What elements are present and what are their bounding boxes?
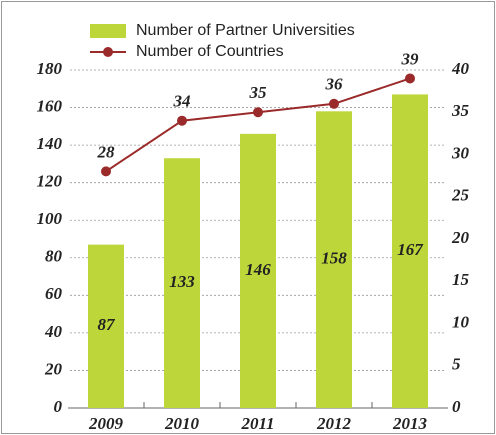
point bbox=[253, 107, 263, 118]
point-label: 36 bbox=[325, 75, 344, 94]
point-label: 34 bbox=[173, 92, 191, 111]
legend-swatch bbox=[90, 24, 126, 38]
y-tick-label: 20 bbox=[44, 359, 63, 378]
y2-tick-label: 25 bbox=[451, 186, 470, 205]
y-tick-label: 40 bbox=[44, 322, 63, 341]
legend-label: Number of Countries bbox=[136, 43, 284, 60]
legend-swatch bbox=[103, 47, 113, 57]
point-label: 28 bbox=[97, 142, 116, 161]
y-tick-label: 140 bbox=[37, 134, 63, 153]
x-tick-label: 2013 bbox=[392, 414, 428, 433]
bar bbox=[164, 158, 200, 408]
y2-tick-label: 5 bbox=[452, 355, 461, 374]
point bbox=[177, 115, 187, 126]
y2-tick-label: 35 bbox=[451, 101, 470, 120]
x-tick-label: 2011 bbox=[240, 414, 274, 433]
y-tick-label: 160 bbox=[37, 96, 63, 115]
point-label: 35 bbox=[249, 83, 268, 102]
x-tick-label: 2012 bbox=[316, 414, 352, 433]
y2-tick-label: 20 bbox=[451, 228, 470, 247]
point bbox=[329, 98, 339, 109]
y-tick-label: 60 bbox=[45, 284, 63, 303]
y-tick-label: 120 bbox=[37, 172, 63, 191]
bar-label: 146 bbox=[245, 260, 271, 279]
point bbox=[405, 73, 415, 84]
bar-label: 133 bbox=[169, 272, 195, 291]
y2-tick-label: 0 bbox=[452, 397, 461, 416]
bar-label: 167 bbox=[397, 240, 424, 259]
bar bbox=[316, 111, 352, 409]
bar bbox=[240, 133, 276, 408]
bar bbox=[88, 244, 124, 408]
y-tick-label: 180 bbox=[37, 59, 63, 78]
y2-tick-label: 40 bbox=[451, 59, 470, 78]
y2-tick-label: 10 bbox=[452, 312, 470, 331]
point bbox=[101, 166, 111, 177]
y2-tick-label: 30 bbox=[451, 143, 470, 162]
bar-label: 158 bbox=[321, 249, 347, 268]
y-tick-label: 0 bbox=[54, 397, 63, 416]
y2-tick-label: 15 bbox=[452, 270, 470, 289]
y-tick-label: 80 bbox=[45, 247, 63, 266]
point-label: 39 bbox=[401, 49, 420, 68]
y-tick-label: 100 bbox=[37, 209, 63, 228]
bar bbox=[392, 94, 428, 409]
bar-label: 87 bbox=[98, 315, 117, 334]
x-tick-label: 2010 bbox=[164, 414, 200, 433]
legend-label: Number of Partner Universities bbox=[136, 22, 355, 39]
x-tick-label: 2009 bbox=[88, 414, 124, 433]
